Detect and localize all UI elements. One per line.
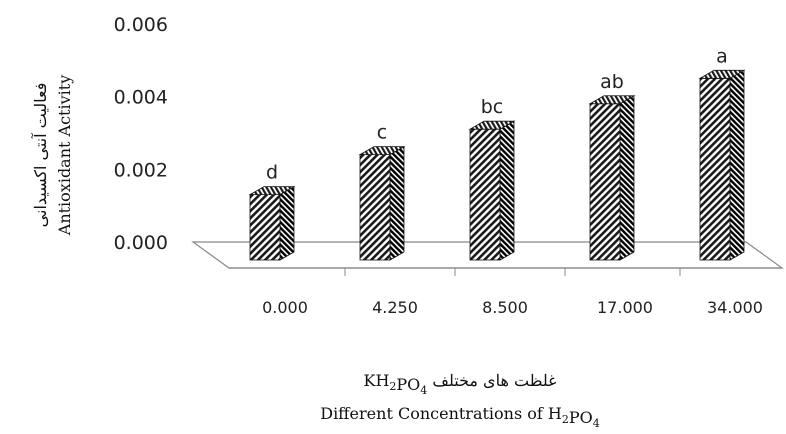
- bar-side: [729, 69, 745, 261]
- bar-side: [389, 145, 405, 261]
- bar: [358, 145, 406, 261]
- data-label: bc: [481, 96, 504, 118]
- bar-front: [469, 128, 501, 261]
- y-axis-label-fa: فعالیت آنتی اکسیدانی: [30, 83, 50, 228]
- bar: [468, 120, 516, 261]
- x-axis-label-fa: غلظت های مختلف KH2PO4: [364, 371, 557, 397]
- x-tick-marks: [344, 268, 681, 276]
- x-tick-label: 17.000: [597, 298, 653, 317]
- bar: [248, 185, 296, 261]
- data-label: d: [266, 162, 278, 184]
- bar-side: [619, 95, 635, 261]
- x-tick-labels: 0.000 4.250 8.500 17.000 34.000: [262, 298, 763, 317]
- y-tick-label: 0.002: [114, 159, 168, 181]
- x-tick-label: 4.250: [372, 298, 418, 317]
- bar-top: [698, 69, 746, 79]
- bars: d c bc ab a: [248, 45, 746, 261]
- bar: [698, 69, 746, 261]
- data-label: c: [377, 122, 387, 144]
- bar-front: [249, 194, 281, 261]
- bar-top: [248, 186, 296, 196]
- bar-front: [589, 103, 621, 261]
- bar-front: [699, 77, 731, 261]
- x-axis-label-en: Different Concentrations of H2PO4: [320, 404, 600, 430]
- y-axis-label-en: Antioxidant Activity: [55, 75, 74, 236]
- bar-top: [588, 95, 636, 105]
- bar-side: [279, 185, 295, 261]
- x-tick-label: 8.500: [482, 298, 528, 317]
- x-tick-label: 0.000: [262, 298, 308, 317]
- bar-side: [499, 120, 515, 261]
- bar-top: [468, 120, 516, 130]
- bar-top: [358, 146, 406, 156]
- bar-front: [359, 154, 391, 261]
- y-tick-label: 0.000: [114, 232, 168, 254]
- y-tick-labels: 0.000 0.002 0.004 0.006: [114, 14, 168, 254]
- y-tick-label: 0.006: [114, 14, 168, 36]
- x-tick-label: 34.000: [707, 298, 763, 317]
- y-tick-label: 0.004: [114, 87, 168, 109]
- data-label: a: [716, 45, 728, 67]
- data-label: ab: [600, 71, 624, 93]
- bar: [588, 95, 636, 261]
